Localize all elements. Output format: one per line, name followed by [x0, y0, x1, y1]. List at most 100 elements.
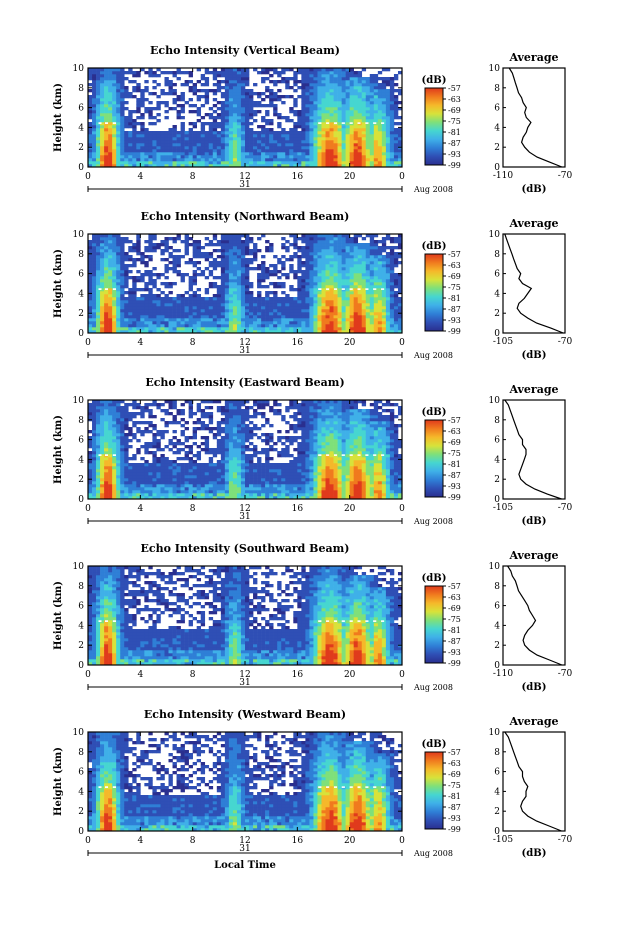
heatmap-cell [245, 68, 250, 72]
heatmap-cell [269, 164, 274, 168]
heatmap-cell [116, 279, 121, 283]
heatmap-cell [228, 143, 234, 147]
heatmap-cell [220, 300, 226, 304]
heatmap-cell [188, 104, 193, 108]
heatmap-cell [124, 330, 129, 334]
heatmap-cell [373, 270, 379, 274]
melting-layer-mark [341, 122, 345, 124]
heatmap-cell [152, 400, 157, 404]
heatmap-cell [297, 249, 302, 253]
heatmap-cell [297, 267, 302, 271]
heatmap-cell [128, 71, 133, 75]
heatmap-cell [236, 258, 242, 262]
heatmap-cell [120, 312, 125, 316]
heatmap-cell [132, 493, 137, 497]
heatmap-cell [285, 312, 290, 316]
heatmap-cell [329, 237, 334, 241]
heatmap-cell [128, 427, 133, 431]
heatmap-cell [128, 119, 133, 123]
heatmap-cell [116, 469, 121, 473]
heatmap-cell [156, 243, 161, 247]
heatmap-cell [220, 243, 226, 247]
x-tick-label: 4 [137, 172, 143, 182]
heatmap-cell [156, 140, 161, 144]
heatmap-cell [156, 113, 161, 117]
x-tick-label: 16 [292, 172, 304, 182]
heatmap-cell [212, 243, 218, 247]
heatmap-cell [249, 146, 254, 150]
heatmap-cell [108, 448, 113, 452]
colorbar [424, 253, 444, 332]
heatmap-cell [357, 119, 363, 123]
heatmap-cell [236, 86, 242, 90]
melting-layer-mark [373, 288, 377, 290]
heatmap-cell [220, 149, 226, 153]
heatmap-cell [172, 324, 177, 328]
heatmap-cell [313, 77, 318, 81]
heatmap-cell [200, 122, 206, 126]
heatmap-cell [172, 143, 177, 147]
heatmap-cell [116, 436, 121, 440]
heatmap-cell [176, 149, 181, 153]
heatmap-cell [329, 315, 334, 319]
heatmap-cell [204, 137, 210, 141]
heatmap-cell [120, 327, 125, 331]
heatmap-cell [269, 122, 274, 126]
heatmap-cell [373, 95, 379, 99]
heatmap-cell [301, 270, 306, 274]
heatmap-cell [253, 249, 258, 253]
heatmap-cell [120, 315, 125, 319]
heatmap-cell [357, 104, 363, 108]
heatmap-cell [192, 86, 197, 90]
heatmap-cell [220, 282, 226, 286]
heatmap-cell [305, 164, 310, 168]
heatmap-cell [397, 107, 403, 111]
heatmap-cell [152, 309, 157, 313]
heatmap-cell [136, 140, 141, 144]
heatmap-cell [317, 110, 322, 114]
heatmap-cell [236, 318, 242, 322]
heatmap-cell [313, 276, 318, 280]
heatmap-cell [224, 285, 230, 289]
heatmap-cell [281, 237, 286, 241]
heatmap-cell [369, 125, 375, 129]
heatmap-cell [281, 68, 286, 72]
heatmap-cell [305, 258, 310, 262]
heatmap-cell [377, 285, 383, 289]
heatmap-cell [285, 303, 290, 307]
heatmap-cell [128, 249, 133, 253]
heatmap-cell [188, 134, 193, 138]
heatmap-cell [96, 303, 101, 307]
heatmap-cell [180, 83, 185, 87]
y-tick-label: 10 [73, 230, 85, 240]
heatmap-cell [160, 243, 165, 247]
heatmap-cell [148, 131, 153, 135]
heatmap-cell [96, 315, 101, 319]
heatmap-cell [309, 261, 314, 265]
heatmap-cell [124, 448, 129, 452]
heatmap-cell [120, 318, 125, 322]
heatmap-cell [313, 119, 318, 123]
heatmap-cell [245, 315, 250, 319]
heatmap-cell [377, 273, 383, 277]
heatmap-cell [240, 128, 246, 132]
heatmap-cell [208, 309, 214, 313]
heatmap-cell [228, 300, 234, 304]
heatmap-cell [180, 306, 185, 310]
heatmap-cell [273, 312, 278, 316]
heatmap-cell [112, 128, 117, 132]
heatmap-cell [281, 101, 286, 105]
heatmap-cell [136, 101, 141, 105]
heatmap-cell [369, 279, 375, 283]
heatmap-cell [116, 243, 121, 247]
heatmap-cell [341, 74, 346, 78]
heatmap-cell [132, 249, 137, 253]
heatmap-cell [265, 155, 270, 159]
heatmap-cell [349, 327, 354, 331]
heatmap-cell [100, 92, 105, 96]
heatmap-cell [136, 83, 141, 87]
heatmap-cell [148, 297, 153, 301]
heatmap-cell [188, 155, 193, 159]
heatmap-cell [140, 92, 145, 96]
heatmap-cell [96, 237, 101, 241]
